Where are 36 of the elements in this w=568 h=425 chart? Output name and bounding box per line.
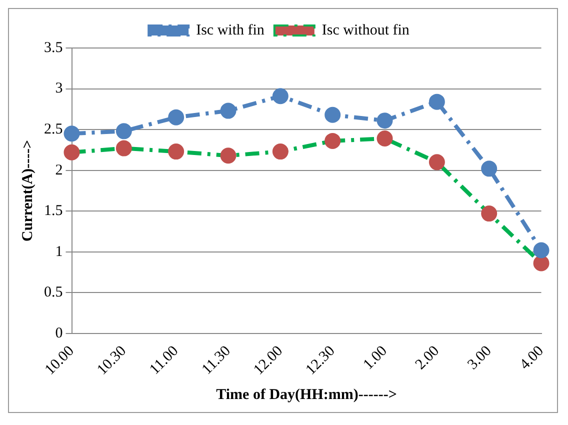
legend-label: Isc with fin (196, 22, 265, 38)
y-tick-label: 3.5 (44, 40, 63, 56)
point (220, 148, 236, 164)
point (481, 160, 498, 177)
point (168, 144, 184, 160)
point (481, 206, 498, 222)
point (324, 132, 341, 149)
point (168, 109, 184, 126)
y-axis-title: Current(A)----> (20, 140, 36, 242)
y-tick-label: 0 (55, 325, 63, 342)
point (533, 255, 550, 272)
x-tick-label: 1.00 (360, 343, 390, 373)
point (324, 106, 341, 123)
y-tick-label: 0.5 (44, 284, 63, 301)
point (64, 144, 80, 160)
legend-label: Isc without fin (322, 22, 410, 38)
point (220, 102, 236, 119)
x-tick-label: 3.00 (464, 343, 495, 373)
x-tick-label: 2.00 (412, 343, 443, 373)
y-tick-label: 1 (55, 244, 63, 260)
y-tick-label: 3 (55, 80, 63, 97)
point (116, 140, 132, 156)
point (64, 126, 80, 142)
point (116, 123, 132, 140)
point (272, 144, 288, 160)
y-tick-label: 1.5 (44, 203, 63, 220)
point (376, 112, 393, 129)
x-tick-label: 4.00 (517, 343, 547, 373)
y-tick-label: 2 (55, 162, 63, 178)
point (376, 130, 393, 147)
point (533, 242, 550, 258)
y-tick-label: 2.5 (44, 121, 63, 138)
point (272, 88, 288, 104)
point (428, 94, 445, 110)
point (428, 154, 445, 170)
x-axis-title: Time of Day(HH:mm)------> (216, 386, 397, 403)
